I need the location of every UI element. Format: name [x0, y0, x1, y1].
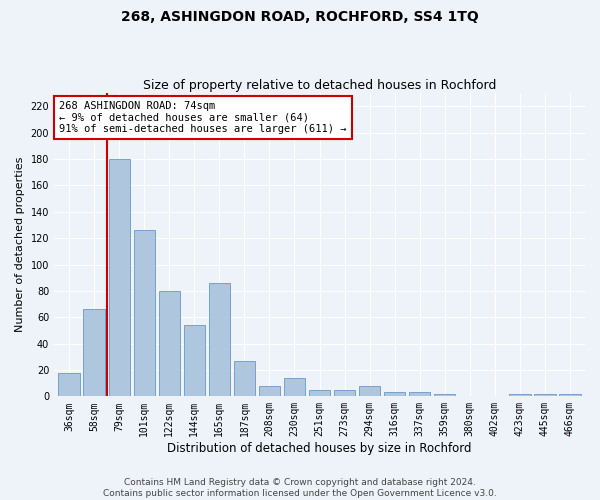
Bar: [309, 390, 330, 396]
Bar: [83, 310, 105, 396]
Bar: [134, 230, 155, 396]
Text: Contains HM Land Registry data © Crown copyright and database right 2024.
Contai: Contains HM Land Registry data © Crown c…: [103, 478, 497, 498]
Bar: [534, 394, 556, 396]
Bar: [58, 372, 80, 396]
Bar: [234, 360, 255, 396]
Bar: [384, 392, 406, 396]
Bar: [259, 386, 280, 396]
Bar: [284, 378, 305, 396]
Bar: [158, 291, 180, 397]
Bar: [509, 394, 530, 396]
X-axis label: Distribution of detached houses by size in Rochford: Distribution of detached houses by size …: [167, 442, 472, 455]
Text: 268 ASHINGDON ROAD: 74sqm
← 9% of detached houses are smaller (64)
91% of semi-d: 268 ASHINGDON ROAD: 74sqm ← 9% of detach…: [59, 100, 347, 134]
Bar: [559, 394, 581, 396]
Bar: [184, 325, 205, 396]
Bar: [409, 392, 430, 396]
Bar: [334, 390, 355, 396]
Y-axis label: Number of detached properties: Number of detached properties: [15, 157, 25, 332]
Bar: [359, 386, 380, 396]
Bar: [109, 159, 130, 396]
Title: Size of property relative to detached houses in Rochford: Size of property relative to detached ho…: [143, 79, 496, 92]
Bar: [209, 283, 230, 397]
Bar: [434, 394, 455, 396]
Text: 268, ASHINGDON ROAD, ROCHFORD, SS4 1TQ: 268, ASHINGDON ROAD, ROCHFORD, SS4 1TQ: [121, 10, 479, 24]
